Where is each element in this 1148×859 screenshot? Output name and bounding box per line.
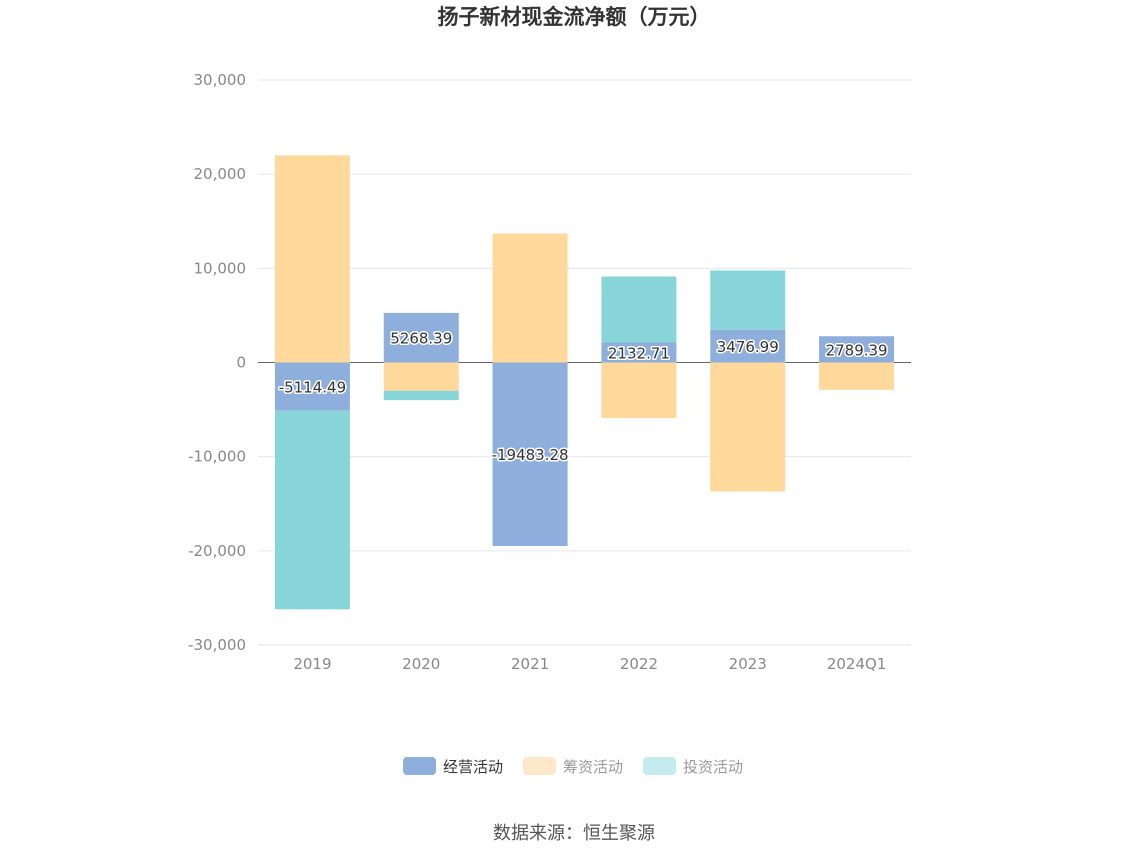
bar-经营活动-2021[interactable]: [492, 362, 568, 546]
bar-经营活动-2019[interactable]: [274, 362, 350, 411]
x-axis: 2019 2020 2021 2022 2023 2024Q1: [293, 655, 886, 673]
data-labels: -5114.49 5268.39 -19483.28 2132.71 3476.99 27…: [277, 328, 889, 466]
bar-经营活动-2023[interactable]: [710, 329, 786, 363]
bars: [274, 155, 895, 610]
legend-item-投资活动[interactable]: 投资活动: [643, 757, 743, 776]
y-tick-label: 10,000: [194, 259, 247, 277]
legend-label: 投资活动: [683, 758, 743, 776]
legend-swatch: [403, 757, 436, 775]
bar-筹资活动-2020[interactable]: [383, 362, 459, 391]
bar-经营活动-2024Q1[interactable]: [819, 336, 895, 363]
bar-筹资活动-2021[interactable]: [492, 233, 568, 363]
y-tick-label: 0: [236, 354, 246, 372]
y-tick-label: 20,000: [194, 165, 247, 183]
y-axis: 30,000 20,000 10,000 0 -10,000 -20,000 -30,000: [188, 71, 246, 654]
bar-经营活动-2020[interactable]: [383, 312, 459, 363]
x-tick-label: 2024Q1: [827, 655, 887, 673]
y-tick-label: -30,000: [188, 636, 246, 654]
bar-投资活动-2022[interactable]: [601, 276, 677, 343]
x-tick-label: 2023: [729, 655, 767, 673]
source-note: 数据来源：恒生聚源: [493, 823, 655, 844]
data-label: 3476.99: [717, 338, 779, 356]
bar-筹资活动-2023[interactable]: [710, 362, 786, 492]
bar-投资活动-2020[interactable]: [383, 390, 459, 401]
legend-item-经营活动[interactable]: 经营活动: [403, 757, 503, 776]
data-label: -5114.49: [279, 379, 346, 397]
data-label: 5268.39: [390, 330, 452, 348]
legend[interactable]: 经营活动 筹资活动 投资活动: [403, 757, 743, 776]
x-tick-label: 2020: [402, 655, 440, 673]
x-tick-label: 2022: [620, 655, 658, 673]
chart-title: 扬子新材现金流净额（万元）: [438, 5, 711, 29]
bar-投资活动-2023[interactable]: [710, 270, 786, 330]
bar-筹资活动-2019[interactable]: [274, 155, 350, 363]
x-tick-label: 2021: [511, 655, 549, 673]
data-label: 2132.71: [608, 344, 670, 362]
y-tick-label: 30,000: [194, 71, 247, 89]
data-label: -19483.28: [492, 446, 569, 464]
bar-经营活动-2022[interactable]: [601, 342, 677, 363]
legend-label: 筹资活动: [563, 758, 623, 776]
legend-swatch: [643, 757, 676, 775]
legend-swatch: [523, 757, 556, 775]
bar-筹资活动-2024Q1[interactable]: [819, 362, 895, 390]
bar-投资活动-2019[interactable]: [274, 410, 350, 610]
y-tick-label: -10,000: [188, 448, 246, 466]
y-tick-label: -20,000: [188, 542, 246, 560]
x-tick-label: 2019: [293, 655, 331, 673]
legend-item-筹资活动[interactable]: 筹资活动: [523, 757, 623, 776]
legend-label: 经营活动: [443, 758, 503, 776]
bar-筹资活动-2022[interactable]: [601, 362, 677, 419]
data-label: 2789.39: [826, 341, 888, 359]
grid-lines: [258, 79, 911, 646]
